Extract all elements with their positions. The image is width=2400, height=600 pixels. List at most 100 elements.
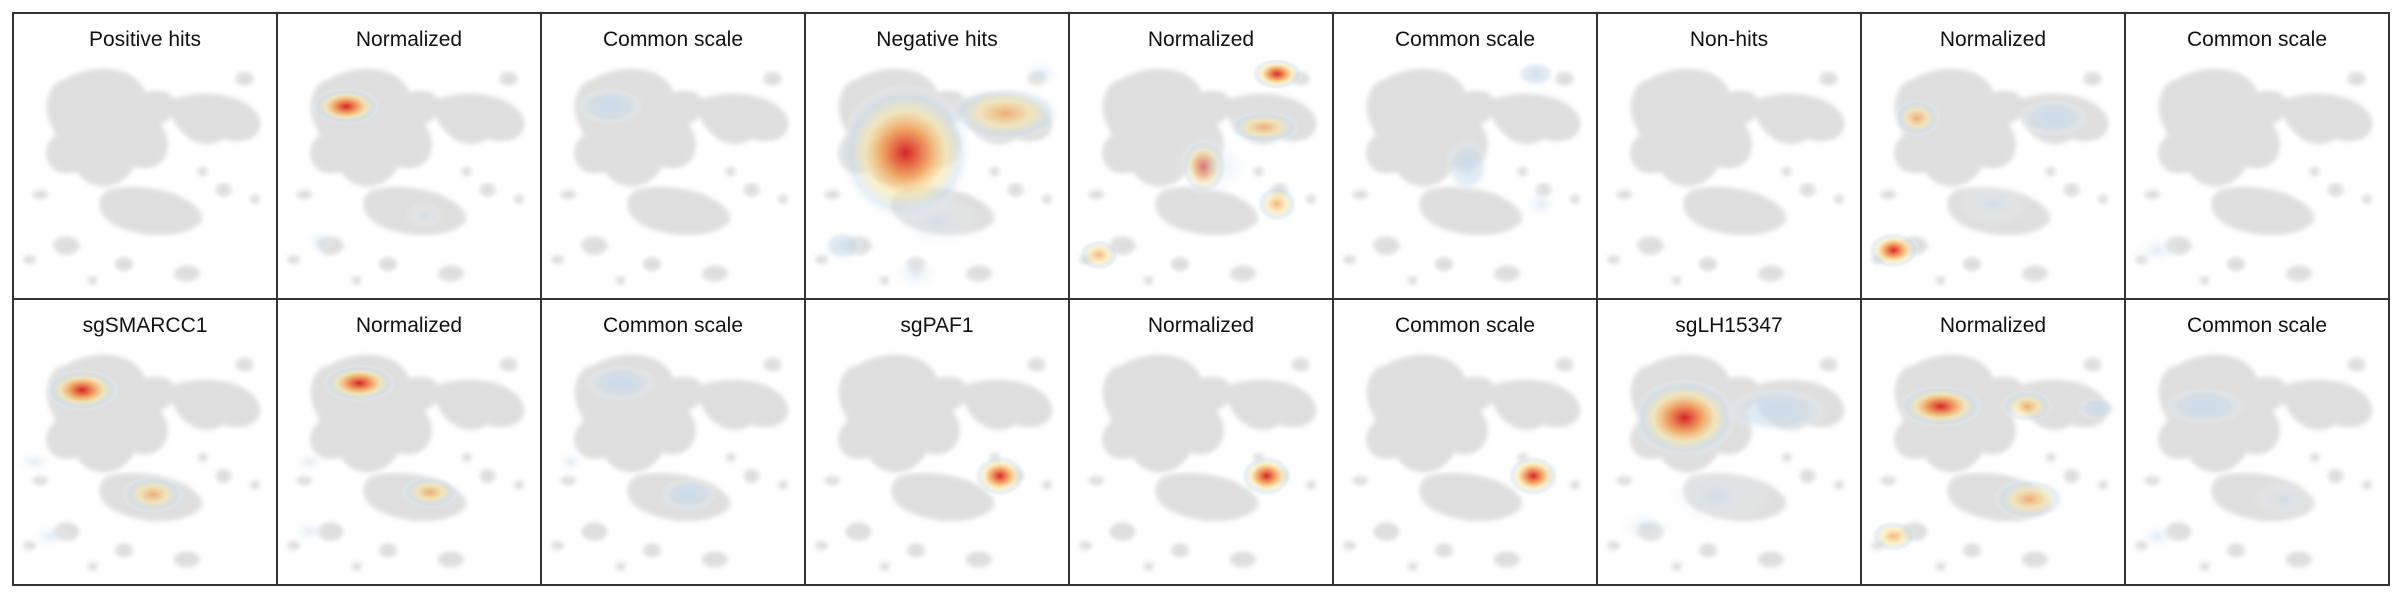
density-blob (2251, 480, 2315, 518)
density-plot (1343, 354, 1581, 572)
density-blob (322, 364, 396, 402)
panel-1-6: Common scale (1332, 12, 1598, 300)
density-blob (403, 201, 446, 230)
density-blob (1869, 520, 1918, 553)
density-blob (1506, 455, 1560, 497)
panel-title: Normalized (1147, 314, 1255, 337)
density-blob (1658, 464, 1774, 530)
density-blob (45, 369, 119, 411)
panel-1-8: Normalized (1860, 12, 2126, 300)
density-plot (287, 354, 525, 572)
density-blob (291, 517, 328, 546)
density-blob (659, 478, 718, 511)
panel-2-2: Normalized (276, 298, 542, 586)
panel-title: Normalized (1147, 28, 1255, 51)
density-plot (2133, 68, 2373, 286)
panel-title: sgLH15347 (1675, 314, 1783, 337)
density-plot (1607, 68, 1845, 286)
density-blob (1993, 478, 2067, 520)
density-blob (1172, 134, 1257, 200)
density-blob (312, 87, 381, 125)
density-plot (1077, 60, 1317, 286)
density-blob (947, 85, 1063, 142)
density-plot (1343, 60, 1581, 286)
panel-title: Common scale (1394, 314, 1536, 337)
density-blob (1867, 231, 1920, 269)
density-blob (2016, 99, 2090, 137)
panel-1-9: Common scale (2124, 12, 2390, 300)
panel-title: Common scale (2186, 314, 2328, 337)
density-blob (1632, 378, 1737, 458)
panel-title: sgPAF1 (900, 314, 974, 337)
panel-1-4: Negative hits (804, 12, 1070, 300)
density-plot (815, 60, 1063, 292)
density-blob (1444, 138, 1492, 195)
density-blob (1240, 455, 1293, 497)
density-blob (1250, 60, 1304, 91)
density-plot (2135, 354, 2373, 572)
panel-1-7: Non-hits (1596, 12, 1862, 300)
embedding-map (1079, 354, 1317, 572)
panel-2-5: Normalized (1068, 298, 1334, 586)
panel-2-4: sgPAF1 (804, 298, 1070, 586)
panel-1-1: Positive hits (12, 12, 278, 300)
embedding-map (1607, 68, 1845, 286)
panel-title: Normalized (355, 28, 463, 51)
density-blob (889, 194, 985, 251)
density-blob (837, 83, 974, 223)
panel-title: Normalized (355, 314, 463, 337)
panel-1-3: Common scale (540, 12, 806, 300)
panel-2-8: Normalized (1860, 298, 2126, 586)
density-blob (583, 364, 658, 402)
panel-2-7: sgLH15347 (1596, 298, 1862, 586)
density-plot (815, 354, 1053, 572)
density-blob (121, 475, 185, 514)
density-blob (576, 87, 645, 125)
embedding-map (815, 354, 1053, 572)
density-blob (1077, 238, 1120, 272)
density-blob (1020, 60, 1063, 91)
embedding-map (1343, 354, 1581, 572)
density-plot (14, 354, 261, 572)
embedding-map (551, 68, 789, 286)
density-blob (2000, 390, 2054, 423)
density-blob (1522, 187, 1560, 221)
density-blob (1514, 60, 1557, 88)
panel-title: sgSMARCC1 (82, 314, 208, 337)
density-blob (2136, 522, 2179, 551)
density-plot (551, 68, 789, 286)
density-blob (1898, 385, 1983, 428)
panel-title: Common scale (2186, 28, 2328, 51)
density-blob (2133, 234, 2182, 267)
panel-title: Normalized (1939, 28, 2047, 51)
panel-title: Common scale (602, 314, 744, 337)
density-blob (1227, 111, 1301, 144)
density-plot (1607, 354, 1845, 572)
panel-2-9: Common scale (2124, 298, 2390, 586)
panel-2-6: Common scale (1332, 298, 1598, 586)
density-blob (973, 455, 1027, 497)
panel-1-5: Normalized (1068, 12, 1334, 300)
panel-title: Common scale (1394, 28, 1536, 51)
panel-title: Positive hits (88, 28, 202, 51)
panel-title: Common scale (602, 28, 744, 51)
panel-title: Negative hits (876, 28, 998, 51)
density-blob (401, 475, 459, 509)
density-blob (14, 450, 56, 474)
panel-1-2: Normalized (276, 12, 542, 300)
panel-title: Normalized (1939, 314, 2047, 337)
panel-2-1: sgSMARCC1 (12, 298, 278, 586)
density-blob (304, 227, 336, 255)
embedding-map (23, 68, 261, 286)
density-blob (29, 522, 72, 551)
panel-2-3: Common scale (540, 298, 806, 586)
density-blob (1956, 180, 2030, 228)
density-plot (1869, 354, 2119, 572)
density-blob (889, 254, 943, 292)
density-blob (1256, 185, 1298, 223)
density-blob (555, 450, 587, 474)
density-blob (1723, 387, 1829, 435)
density-blob (1613, 508, 1677, 546)
density-blob (291, 450, 328, 474)
